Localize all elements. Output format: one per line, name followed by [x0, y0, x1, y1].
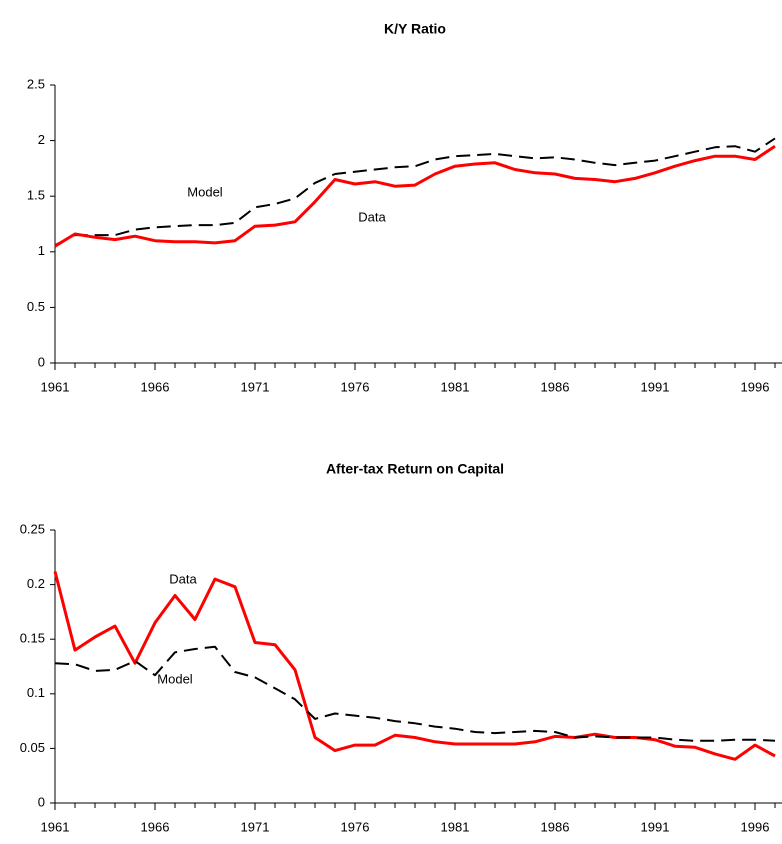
- x-tick-label: 1966: [141, 819, 170, 834]
- series-line: [54, 645, 776, 742]
- x-tick-label: 1986: [541, 379, 570, 394]
- y-tick-label: 2.5: [27, 76, 45, 91]
- x-tick-label: 1961: [41, 379, 70, 394]
- x-tick-label: 1966: [141, 379, 170, 394]
- y-tick-label: 0.05: [20, 740, 45, 755]
- x-tick-label: 1976: [341, 819, 370, 834]
- x-tick-label: 1981: [441, 379, 470, 394]
- x-tick-label: 1991: [641, 379, 670, 394]
- y-tick-label: 0.1: [27, 685, 45, 700]
- y-tick-label: 1.5: [27, 188, 45, 203]
- x-tick-label: 1961: [41, 819, 70, 834]
- x-tick-label: 1991: [641, 819, 670, 834]
- y-tick-label: 0: [38, 794, 45, 809]
- x-tick-label: 1981: [441, 819, 470, 834]
- series-line: [53, 571, 776, 761]
- x-tick-label: 1986: [541, 819, 570, 834]
- y-tick-label: 0.2: [27, 576, 45, 591]
- series-label: Data: [169, 571, 197, 586]
- series-label: Model: [157, 671, 193, 686]
- chart-title: After-tax Return on Capital: [326, 461, 504, 477]
- x-tick-label: 1971: [241, 379, 270, 394]
- x-tick-label: 1996: [741, 379, 770, 394]
- series-line: [54, 137, 776, 246]
- x-tick-label: 1996: [741, 819, 770, 834]
- series-label: Model: [187, 184, 223, 199]
- y-tick-label: 0.25: [20, 521, 45, 536]
- y-tick-label: 1: [38, 243, 45, 258]
- series-label: Data: [358, 209, 386, 224]
- y-tick-label: 2: [38, 132, 45, 147]
- y-tick-label: 0: [38, 354, 45, 369]
- chart-title: K/Y Ratio: [384, 21, 446, 37]
- x-tick-label: 1976: [341, 379, 370, 394]
- x-tick-label: 1971: [241, 819, 270, 834]
- series-line: [54, 144, 776, 248]
- y-tick-label: 0.15: [20, 631, 45, 646]
- y-tick-label: 0.5: [27, 299, 45, 314]
